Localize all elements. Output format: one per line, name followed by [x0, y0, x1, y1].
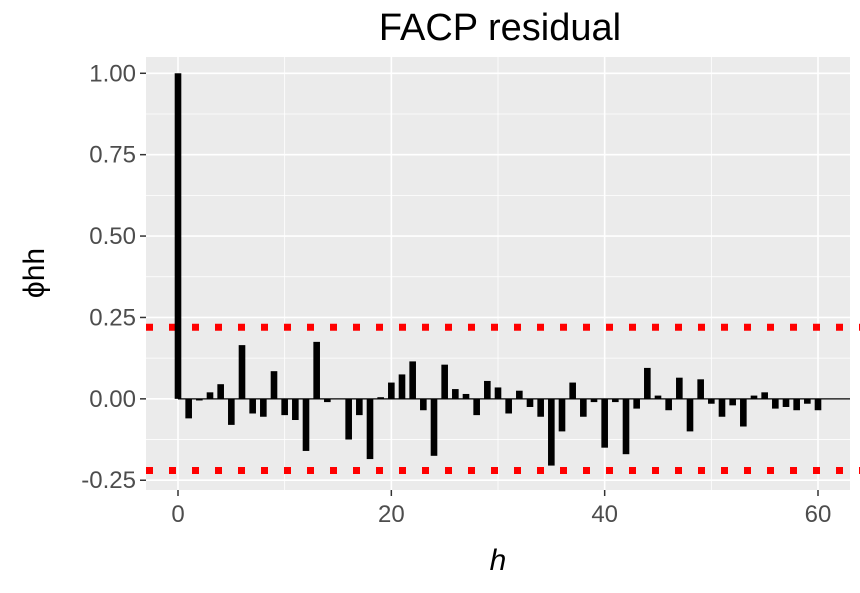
bar-42 [622, 398, 630, 455]
x-axis-title: h [490, 544, 507, 577]
bar-55 [761, 392, 768, 399]
bar-56 [772, 398, 779, 409]
bar-20 [388, 382, 395, 399]
y-tick-label: -0.25 [81, 467, 136, 494]
bar-4 [217, 384, 224, 399]
bar-38 [580, 398, 587, 417]
bar-50 [708, 398, 715, 404]
y-axis-title: ϕhh [18, 248, 51, 298]
chart-title: FACP residual [379, 7, 621, 49]
x-tick-label: 0 [171, 501, 184, 528]
bar-60 [814, 398, 822, 411]
bar-29 [484, 380, 491, 399]
x-tick-label: 20 [378, 501, 405, 528]
bar-5 [228, 398, 235, 425]
bar-25 [441, 364, 448, 399]
bar-54 [750, 395, 758, 399]
bar-34 [537, 398, 544, 417]
bar-43 [633, 398, 640, 409]
bar-13 [313, 341, 320, 399]
minor-gridlines [146, 57, 850, 490]
bar-40 [601, 398, 608, 448]
y-tick-label: 0.25 [89, 304, 136, 331]
bar-30 [494, 387, 502, 399]
bar-51 [718, 398, 726, 417]
bar-32 [516, 390, 523, 399]
bar-9 [270, 371, 278, 399]
bar-31 [505, 398, 512, 414]
bar-59 [804, 398, 811, 404]
bar-7 [249, 398, 256, 414]
bar-47 [676, 377, 683, 399]
bar-49 [697, 379, 704, 399]
bar-series [174, 73, 832, 466]
bar-41 [612, 398, 619, 403]
y-tick-label: 0.75 [89, 142, 136, 169]
bar-52 [729, 398, 736, 406]
bar-39 [590, 398, 598, 403]
x-axis-ticks: 0 20 40 60 [171, 490, 831, 528]
bar-53 [740, 398, 747, 427]
bar-28 [473, 398, 480, 416]
bar-22 [409, 361, 416, 399]
bar-18 [366, 398, 374, 460]
bar-58 [793, 398, 800, 411]
bar-33 [526, 398, 534, 407]
y-tick-label: 1.00 [89, 60, 136, 87]
y-tick-label: 0.00 [89, 386, 136, 413]
bar-10 [281, 398, 288, 416]
y-tick-label: 0.50 [89, 223, 136, 250]
x-tick-label: 60 [805, 501, 832, 528]
bar-3 [206, 392, 214, 399]
bar-24 [430, 398, 438, 456]
bar-26 [452, 389, 459, 399]
bar-45 [654, 395, 662, 399]
bar-11 [292, 398, 299, 421]
bar-21 [398, 374, 406, 399]
bar-0 [174, 73, 182, 399]
bar-17 [356, 398, 363, 416]
bar-19 [377, 397, 384, 399]
y-axis-ticks: -0.25 0.00 0.25 0.50 0.75 1.00 [81, 60, 146, 494]
bar-2 [196, 398, 203, 401]
bar-8 [260, 398, 267, 417]
bar-23 [420, 398, 427, 411]
bar-12 [302, 398, 310, 451]
bar-6 [238, 345, 246, 399]
x-tick-label: 40 [591, 501, 618, 528]
bar-57 [782, 398, 790, 407]
bar-46 [665, 398, 672, 411]
bar-14 [324, 398, 331, 403]
confidence-bounds [146, 323, 860, 474]
bar-35 [548, 398, 555, 466]
bar-27 [462, 393, 470, 399]
bar-16 [345, 398, 352, 440]
bar-48 [686, 398, 694, 432]
bar-36 [558, 398, 566, 432]
bar-37 [569, 382, 576, 399]
bar-1 [185, 398, 192, 419]
bar-44 [644, 367, 651, 399]
